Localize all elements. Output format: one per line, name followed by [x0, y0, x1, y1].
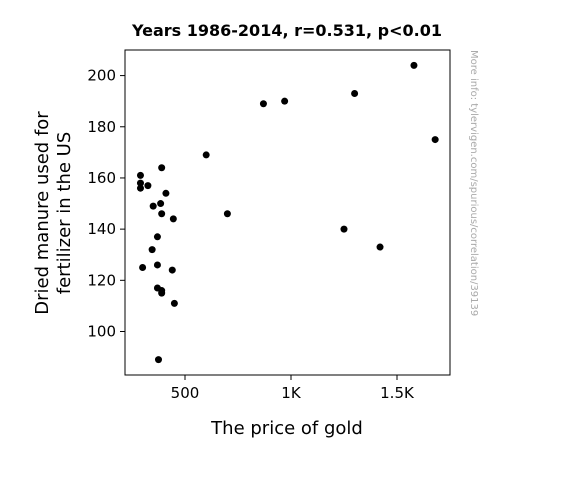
y-axis-label: Dried manure used for fertilizer in the …: [32, 111, 75, 315]
data-point: [410, 61, 418, 69]
data-point: [148, 246, 156, 254]
data-point: [153, 261, 161, 269]
data-point: [376, 243, 384, 251]
x-axis-label: The price of gold: [210, 418, 363, 439]
y-axis-label-line-2: fertilizer in the US: [54, 132, 75, 295]
data-point: [281, 97, 289, 105]
plot-frame: [124, 49, 451, 376]
data-points: [136, 61, 439, 364]
data-point: [157, 200, 165, 208]
data-point: [136, 171, 144, 179]
data-point: [139, 264, 147, 272]
data-point: [162, 189, 170, 197]
data-point: [144, 182, 152, 190]
chart-title: Years 1986-2014, r=0.531, p<0.01: [131, 21, 442, 40]
y-tick-label: 140: [87, 220, 116, 238]
data-point: [170, 299, 178, 307]
data-point: [158, 289, 166, 297]
data-point: [153, 233, 161, 241]
source-watermark: More info: tylervigen.com/spurious/corre…: [468, 50, 479, 316]
y-tick-label: 180: [87, 118, 116, 136]
x-tick-label: 1.5K: [380, 384, 415, 402]
data-point: [136, 184, 144, 192]
y-axis: 100 120 140 160 180 200: [87, 67, 125, 340]
x-tick-label: 1K: [281, 384, 302, 402]
data-point: [154, 356, 162, 364]
plot-area: 500 1K 1.5K 100 120 140 160 180 200: [87, 49, 451, 402]
y-axis-label-line-1: Dried manure used for: [32, 111, 53, 315]
data-point: [431, 136, 439, 144]
data-point: [259, 100, 267, 108]
data-point: [351, 90, 359, 98]
data-point: [340, 225, 348, 233]
y-tick-label: 120: [87, 271, 116, 289]
data-point: [223, 210, 231, 218]
x-axis: 500 1K 1.5K: [171, 375, 415, 402]
data-point: [158, 164, 166, 172]
data-point: [169, 215, 177, 223]
y-tick-label: 160: [87, 169, 116, 187]
y-tick-label: 200: [87, 67, 116, 85]
data-point: [136, 179, 144, 187]
data-point: [158, 210, 166, 218]
x-tick-label: 500: [171, 384, 200, 402]
data-point: [202, 151, 210, 159]
data-point: [149, 202, 157, 210]
y-tick-label: 100: [87, 322, 116, 340]
data-point: [168, 266, 176, 274]
